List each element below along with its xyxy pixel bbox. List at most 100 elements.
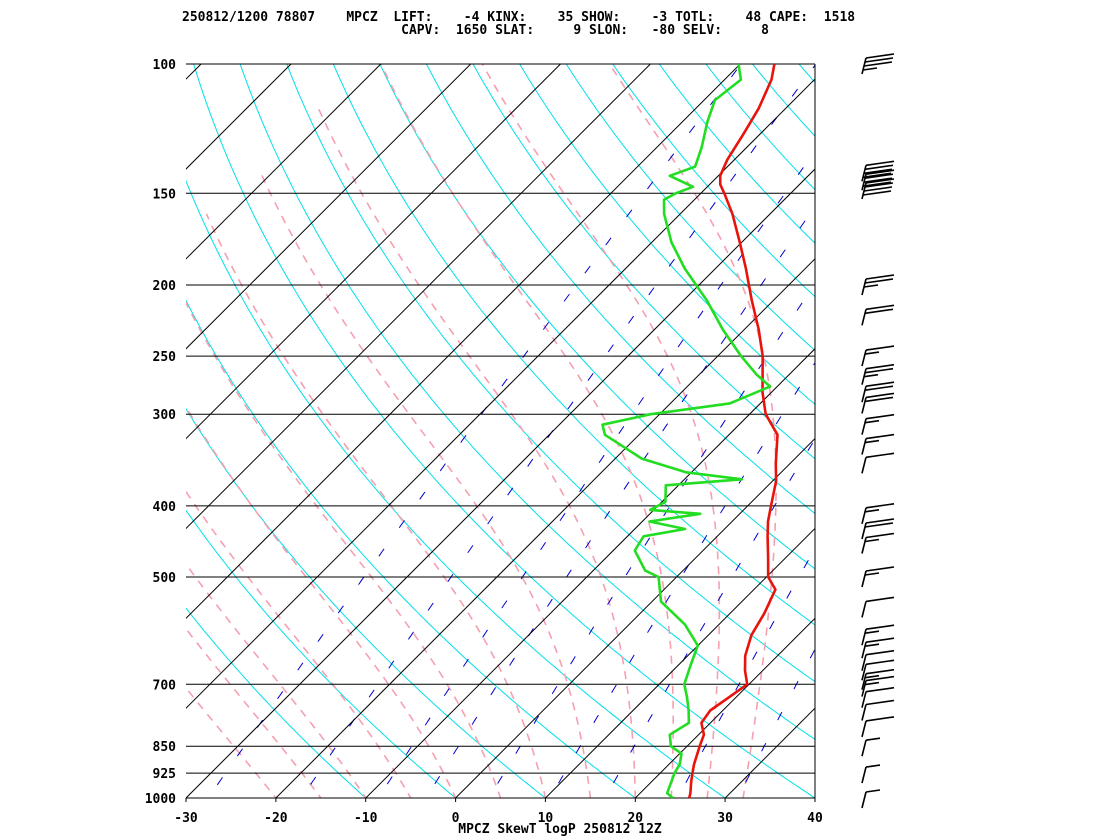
dry-adiabat-line [186,607,367,798]
temperature-tick-label: -30 [174,811,198,826]
wind-barb-feather [865,637,895,643]
sounding-header: 250812/1200 78807 MPCZ LIFT: -4 KINX: 35… [0,0,1120,60]
wind-barb-feather [864,308,894,315]
temperature-tick-label: 0 [452,811,460,826]
pressure-tick-label: 1000 [145,792,176,807]
dry-adiabat-line [186,407,547,798]
dry-adiabat-line [831,48,1120,814]
wind-barb [861,624,895,646]
pressure-tick-label: 300 [153,408,177,423]
dry-adiabat-line [186,509,457,798]
wind-barb-half-feather [864,351,880,355]
temperature-tick-label: -20 [264,811,288,826]
dry-adiabat-line [877,48,1120,814]
temperature-trace [687,64,779,798]
mixing-ratio-lines [207,64,1120,814]
sounding-traces [601,64,779,798]
wind-barb-feather [865,304,895,311]
isotherm-line [0,48,128,814]
wind-barb-staff [861,438,867,455]
wind-barb-half-feather [863,373,879,378]
mixing-ratio-line [677,547,815,798]
wind-barb-feather [865,413,895,420]
isotherm-line [724,707,815,798]
wind-barb [861,566,895,588]
wind-barb [861,716,895,738]
pressure-tick-label: 200 [153,279,177,294]
wind-barb-staff [861,309,867,326]
isotherm-line [186,64,741,619]
dry-adiabat-line [519,64,815,406]
dry-adiabat-line [425,64,815,515]
wind-barb [861,649,895,671]
dry-adiabat-line [186,299,637,798]
wind-barb-staff [861,720,867,738]
wind-barb-feather [865,178,895,184]
wind-barb [861,178,895,200]
wind-barb-staff [861,507,867,524]
temperature-tick-labels: -30 -20 -10 0 10 20 30 40 [174,798,823,826]
wind-barb [861,699,895,721]
wind-barb-feather [865,649,895,656]
pressure-tick-labels: 100 150 200 250 300 400 500 700 850 925 1000 [145,58,176,807]
wind-barb [861,304,895,326]
wind-barb-feather [862,181,892,187]
wind-barb-feather [864,57,894,63]
dry-adiabat-line [751,64,815,137]
isotherm-line [186,168,815,798]
dry-adiabats [186,48,1120,814]
wind-barb-half-feather [864,681,880,686]
wind-barb-staff [861,766,867,784]
isotherm-line [544,527,815,798]
wind-barb [861,764,881,784]
wind-barb-feather [865,345,895,351]
wind-barb-feather [863,186,893,192]
wind-barb-staff [861,691,867,708]
wind-barb-feather [865,624,895,630]
dry-adiabat-line [923,48,1120,814]
wind-barb-feather [865,53,895,59]
wind-barb-half-feather [865,737,881,741]
dry-adiabat-line [193,64,815,798]
wind-barb-half-feather [862,67,878,71]
header-line-2: CAPV: 1650 SLAT: 9 SLON: -80 SELV: 8 [182,23,769,38]
dry-adiabat-line [798,64,815,84]
wind-barb-feather [864,367,894,374]
mixing-ratio-line [809,64,1120,814]
dry-adiabat-line [332,64,815,626]
wind-barb [861,452,895,474]
wind-barb-staff [861,740,867,757]
wind-barb-staff [861,629,867,646]
wind-barb-feather [864,522,894,528]
wind-barb-staff [861,642,867,659]
pressure-tick-label: 100 [153,58,177,73]
wind-barb-feather [865,532,895,539]
pressure-tick-label: 925 [153,767,176,782]
wind-barb-staff [861,704,867,721]
wind-barb [861,345,895,367]
isotherm-line [186,64,472,350]
wind-barb-staff [861,397,867,414]
isotherm-line [889,48,1120,814]
dry-adiabat-line [186,179,726,798]
wind-barb-staff [861,349,867,367]
wind-barb-staff [861,664,867,681]
wind-barb-feather [864,385,894,391]
wind-barb-feather [863,168,893,175]
moist-adiabat-line [186,301,502,798]
dry-adiabat-line [239,64,815,740]
isotherm-line [186,78,815,709]
mixing-ratio-line [207,64,742,798]
pressure-tick-label: 700 [153,678,177,693]
wind-barb-staff [861,418,867,435]
wind-barb-half-feather [863,284,879,288]
wind-barb-feather [865,659,895,666]
wind-barb [861,53,895,75]
dewpoint-trace [601,64,772,798]
wind-barb [861,668,895,690]
mixing-ratio-line [737,648,815,798]
wind-barb [861,381,895,403]
dry-adiabat-line [379,64,815,570]
wind-barb-feather [864,396,894,403]
